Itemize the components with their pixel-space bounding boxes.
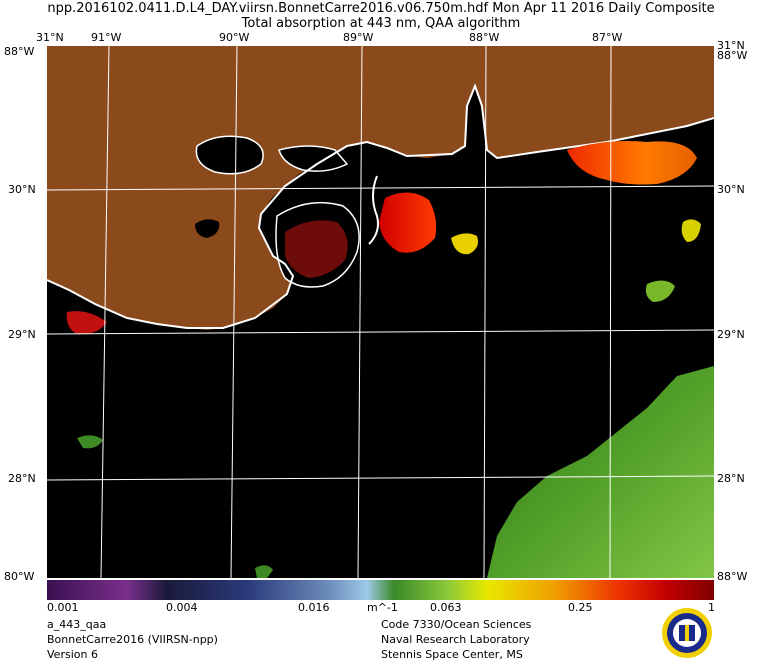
plume-red-offshore — [379, 192, 437, 253]
colorbar-tick-0: 0.001 — [47, 601, 79, 614]
gulf-green-region — [487, 366, 714, 578]
footer-product-name: a_443_qaa — [47, 618, 107, 631]
plume-yellow-mobile — [681, 219, 701, 242]
header-filename: npp.2016102.0411.D.L4_DAY.viirsn.BonnetC… — [47, 1, 715, 16]
graticule — [47, 46, 714, 578]
footer-location: Stennis Space Center, MS — [381, 648, 523, 661]
corner-label-bottom-left: 80°W — [4, 570, 35, 583]
colorbar-tick-3: 0.063 — [430, 601, 462, 614]
colorbar-tick-4: 0.25 — [568, 601, 593, 614]
lon-label-87w: 87°W — [592, 31, 623, 44]
delta-plume-inshore — [285, 220, 348, 278]
corner-label-top-left: 31°N — [36, 31, 64, 44]
lat-label-28n-left: 28°N — [8, 472, 36, 485]
corner-label-right-w: 88°W — [717, 49, 748, 62]
footer-right: Code 7330/Ocean Sciences Naval Research … — [381, 617, 531, 662]
seal-shield-stripe — [685, 625, 689, 641]
colorbar-tick-5: 1 — [708, 601, 715, 614]
green-patch-south — [255, 565, 273, 578]
colorbar-tick-2: 0.016 — [298, 601, 330, 614]
map-svg — [47, 46, 714, 578]
coastline — [47, 83, 714, 329]
lon-label-91w: 91°W — [91, 31, 122, 44]
nrl-seal-logo — [661, 607, 713, 659]
corner-label-bottom-right: 88°W — [717, 570, 748, 583]
plume-yellow — [451, 233, 478, 255]
coastline-lakes — [195, 135, 360, 288]
lake-salvador — [195, 219, 220, 238]
lon-label-88w: 88°W — [469, 31, 500, 44]
lat-label-30n-right: 30°N — [717, 183, 745, 196]
header-product: Total absorption at 443 nm, QAA algorith… — [241, 16, 521, 31]
plume-coast-red-patch — [66, 311, 107, 335]
lon-label-90w: 90°W — [219, 31, 250, 44]
colorbar — [47, 580, 714, 600]
footer-left: a_443_qaa BonnetCarre2016 (VIIRSN-npp) V… — [47, 617, 218, 662]
colorbar-unit: m^-1 — [367, 601, 398, 614]
footer-lab: Naval Research Laboratory — [381, 633, 530, 646]
lat-label-28n-right: 28°N — [717, 472, 745, 485]
lake-pontchartrain — [196, 136, 264, 174]
chlorophyll-green-patch — [645, 280, 675, 302]
lat-label-29n-right: 29°N — [717, 328, 745, 341]
lat-label-29n-left: 29°N — [8, 328, 36, 341]
lat-label-30n-left: 30°N — [8, 183, 36, 196]
colorbar-svg — [47, 580, 714, 600]
plume-coast-orange — [567, 141, 697, 185]
land-louisiana — [47, 46, 714, 330]
footer-region: BonnetCarre2016 (VIIRSN-npp) — [47, 633, 218, 646]
corner-label-left-w: 88°W — [4, 45, 35, 58]
absorption-map — [47, 46, 714, 578]
lake-borgne — [279, 146, 347, 172]
footer-version: Version 6 — [47, 648, 98, 661]
green-patch-west — [77, 435, 103, 449]
colorbar-gradient — [47, 580, 714, 600]
colorbar-tick-1: 0.004 — [166, 601, 198, 614]
footer-code: Code 7330/Ocean Sciences — [381, 618, 532, 631]
lon-label-89w: 89°W — [343, 31, 374, 44]
nrl-seal-svg — [662, 608, 712, 658]
corner-label-top-right: 31°N — [717, 39, 745, 52]
